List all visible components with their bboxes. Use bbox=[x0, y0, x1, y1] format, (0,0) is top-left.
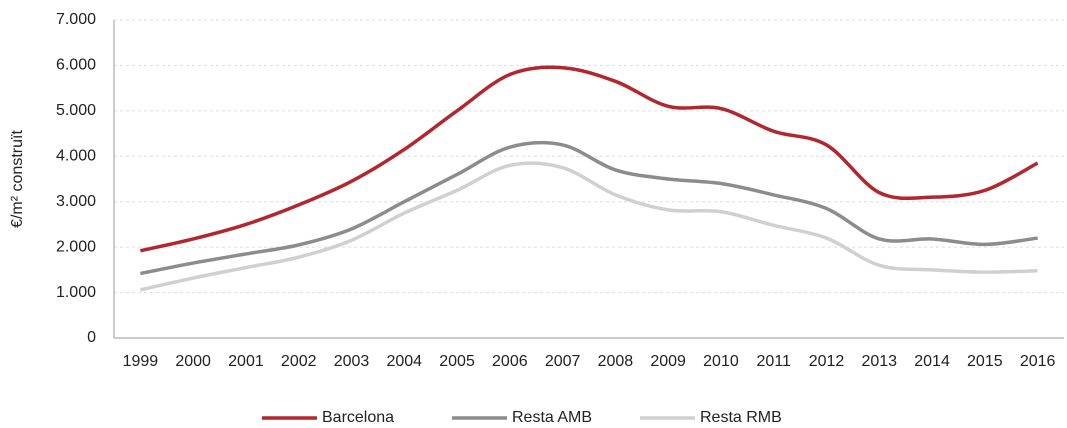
y-tick-label: 2.000 bbox=[56, 238, 96, 255]
x-tick-label: 2015 bbox=[967, 353, 1003, 370]
x-tick-label: 1999 bbox=[123, 353, 159, 370]
x-tick-label: 2008 bbox=[598, 353, 634, 370]
x-tick-label: 2014 bbox=[914, 353, 950, 370]
legend-label: Resta AMB bbox=[512, 409, 592, 426]
x-tick-label: 2004 bbox=[386, 353, 422, 370]
x-tick-label: 2002 bbox=[281, 353, 317, 370]
x-tick-label: 2007 bbox=[545, 353, 581, 370]
y-tick-label: 4.000 bbox=[56, 148, 96, 165]
x-tick-label: 2005 bbox=[439, 353, 475, 370]
y-tick-label: 7.000 bbox=[56, 11, 96, 28]
line bbox=[140, 161, 1038, 292]
x-tick-label: 2001 bbox=[228, 353, 264, 370]
legend-label: Barcelona bbox=[322, 409, 394, 426]
x-tick-label: 2000 bbox=[175, 353, 211, 370]
legend-label: Resta RMB bbox=[700, 409, 782, 426]
x-tick-label: 2003 bbox=[334, 353, 370, 370]
x-tick-label: 2016 bbox=[1020, 353, 1056, 370]
x-tick-label: 2009 bbox=[650, 353, 686, 370]
y-tick-label: 5.000 bbox=[56, 102, 96, 119]
line bbox=[140, 140, 1038, 276]
y-axis-label: €/m² construït bbox=[9, 130, 26, 228]
x-tick-label: 2012 bbox=[809, 353, 845, 370]
x-tick-label: 2010 bbox=[703, 353, 739, 370]
y-tick-label: 0 bbox=[87, 329, 96, 346]
x-tick-label: 2011 bbox=[757, 353, 792, 370]
y-tick-label: 1.000 bbox=[56, 284, 96, 301]
line bbox=[140, 65, 1039, 253]
y-tick-label: 6.000 bbox=[56, 57, 96, 74]
y-tick-label: 3.000 bbox=[56, 193, 96, 210]
x-tick-label: 2013 bbox=[861, 353, 897, 370]
x-tick-label: 2006 bbox=[492, 353, 528, 370]
